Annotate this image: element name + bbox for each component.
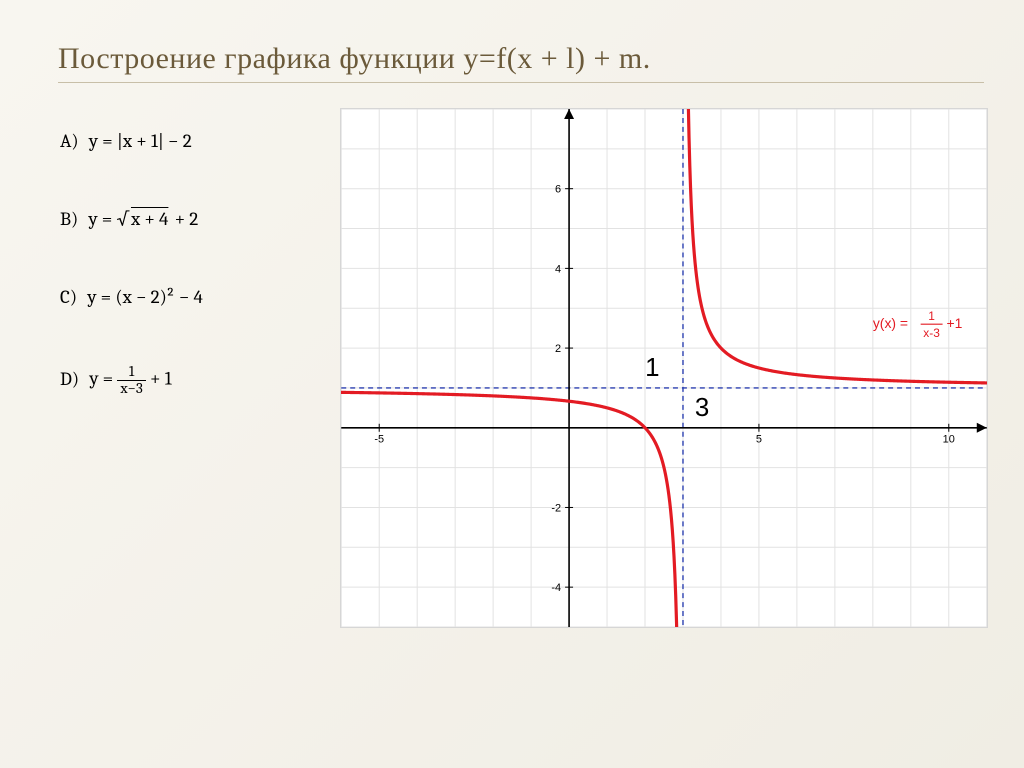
eq-body-pre: y = — [89, 368, 117, 390]
eq-body-post: + 1 — [146, 368, 172, 390]
eq-radicand: x + 4 — [129, 208, 170, 230]
svg-text:4: 4 — [555, 263, 561, 275]
svg-text:10: 10 — [943, 434, 955, 446]
eq-letter: A) — [60, 130, 79, 152]
chart-svg: -5 5 10 -4 -2 2 4 6 1 3 y(x) = 1 x-3 +1 — [341, 109, 987, 627]
equation-list: A) y = |x + 1| − 2 B) y = √x + 4 + 2 C) … — [60, 130, 320, 453]
svg-text:-5: -5 — [374, 434, 384, 446]
eq-fraction: 1x−3 — [117, 364, 145, 397]
eq-body: y = |x + 1| − 2 — [89, 130, 192, 152]
svg-text:1: 1 — [645, 354, 659, 382]
eq-letter: D) — [60, 368, 79, 390]
svg-text:-2: -2 — [551, 502, 561, 514]
equation-b: B) y = √x + 4 + 2 — [60, 208, 320, 230]
eq-letter: B) — [60, 208, 78, 230]
slide-title: Построение графика функции y=f(x + l) + … — [58, 42, 984, 76]
svg-text:y(x) =: y(x) = — [873, 315, 908, 331]
svg-text:x-3: x-3 — [923, 326, 940, 340]
equation-c: C) y = (x − 2)² − 4 — [60, 286, 320, 308]
eq-body-post: + 2 — [170, 208, 198, 230]
eq-body-pre: y = √ — [88, 208, 129, 230]
eq-den: x−3 — [117, 381, 145, 397]
function-chart: -5 5 10 -4 -2 2 4 6 1 3 y(x) = 1 x-3 +1 — [340, 108, 988, 628]
svg-text:+1: +1 — [947, 315, 963, 331]
svg-text:5: 5 — [756, 434, 762, 446]
svg-text:3: 3 — [695, 394, 709, 422]
slide-title-bar: Построение графика функции y=f(x + l) + … — [58, 42, 984, 83]
svg-text:-4: -4 — [551, 582, 561, 594]
equation-d: D) y = 1x−3 + 1 — [60, 364, 320, 397]
svg-text:1: 1 — [928, 309, 935, 323]
svg-text:2: 2 — [555, 343, 561, 355]
eq-body: y = (x − 2)² − 4 — [87, 286, 203, 308]
eq-letter: C) — [60, 286, 77, 308]
equation-a: A) y = |x + 1| − 2 — [60, 130, 320, 152]
svg-text:6: 6 — [555, 184, 561, 196]
